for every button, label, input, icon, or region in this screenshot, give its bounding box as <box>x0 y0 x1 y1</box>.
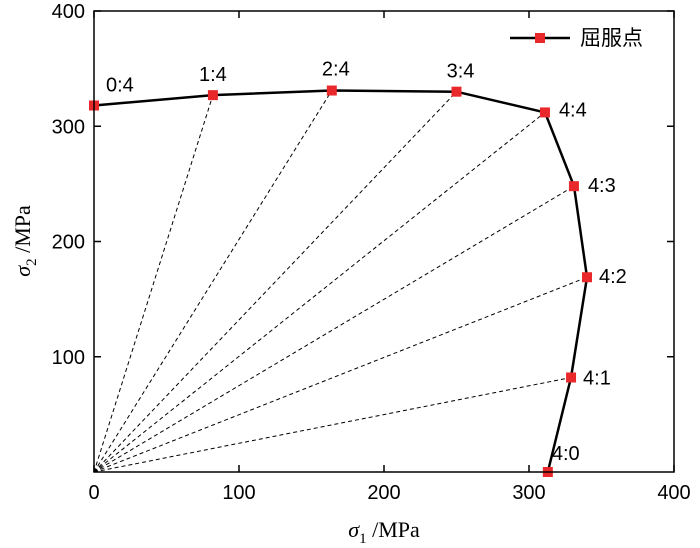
x-tick-label-400: 400 <box>657 482 690 504</box>
y-axis-unit: /MPa <box>10 205 35 258</box>
legend-marker-swatch <box>535 33 545 43</box>
y-axis-label: σ2 /MPa <box>10 205 40 277</box>
data-point-5 <box>568 181 579 192</box>
rays-layer <box>93 90 588 473</box>
y-tick-label-400: 400 <box>52 1 85 23</box>
point-label-1: 1:4 <box>199 64 227 86</box>
x-tick-label-0: 0 <box>88 482 99 504</box>
x-tick-label-300: 300 <box>512 482 545 504</box>
data-point-1 <box>207 90 218 101</box>
x-axis-unit: /MPa <box>367 517 420 542</box>
ray-5 <box>93 185 575 473</box>
data-point-7 <box>566 372 577 383</box>
ray-1 <box>93 94 214 473</box>
ray-2 <box>93 90 333 473</box>
y-tick-label-200: 200 <box>52 232 85 254</box>
y-tick-label-100: 100 <box>52 347 85 369</box>
legend: 屈服点 <box>510 27 643 50</box>
point-label-2: 2:4 <box>322 59 350 81</box>
x-axis-label: σ1 /MPa <box>348 517 420 547</box>
point-label-0: 0:4 <box>106 75 134 97</box>
ray-6 <box>93 276 588 473</box>
x-axis-symbol: σ <box>348 517 360 542</box>
ray-4 <box>93 112 546 473</box>
legend-label: 屈服点 <box>580 27 643 50</box>
x-tick-label-200: 200 <box>367 482 400 504</box>
point-label-4: 4:4 <box>559 99 587 121</box>
data-point-2 <box>326 85 337 96</box>
point-label-8: 4:0 <box>552 443 580 465</box>
point-label-5: 4:3 <box>588 175 616 197</box>
plot-frame <box>93 10 675 473</box>
ticks-layer <box>93 10 675 472</box>
point-label-3: 3:4 <box>447 61 475 83</box>
x-axis-subscript: 1 <box>359 531 367 547</box>
markers-layer <box>89 85 592 477</box>
point-label-7: 4:1 <box>583 367 611 389</box>
y-axis-symbol: σ <box>10 265 35 277</box>
curve-layer <box>93 89 589 473</box>
data-point-4 <box>539 107 550 118</box>
ray-7 <box>93 377 572 473</box>
x-tick-label-100: 100 <box>222 482 255 504</box>
point-label-6: 4:2 <box>599 266 627 288</box>
series-line <box>93 89 589 473</box>
data-point-3 <box>451 86 462 97</box>
data-point-6 <box>582 272 592 283</box>
y-tick-label-300: 300 <box>52 116 85 138</box>
tick-labels-layer: 0 100 200 300 400 100 200 300 400 <box>52 1 691 504</box>
point-labels-layer: 0:4 1:4 2:4 3:4 4:4 4:3 4:2 4:1 4:0 <box>106 59 627 465</box>
y-axis-subscript: 2 <box>24 258 40 266</box>
ray-3 <box>93 91 457 473</box>
